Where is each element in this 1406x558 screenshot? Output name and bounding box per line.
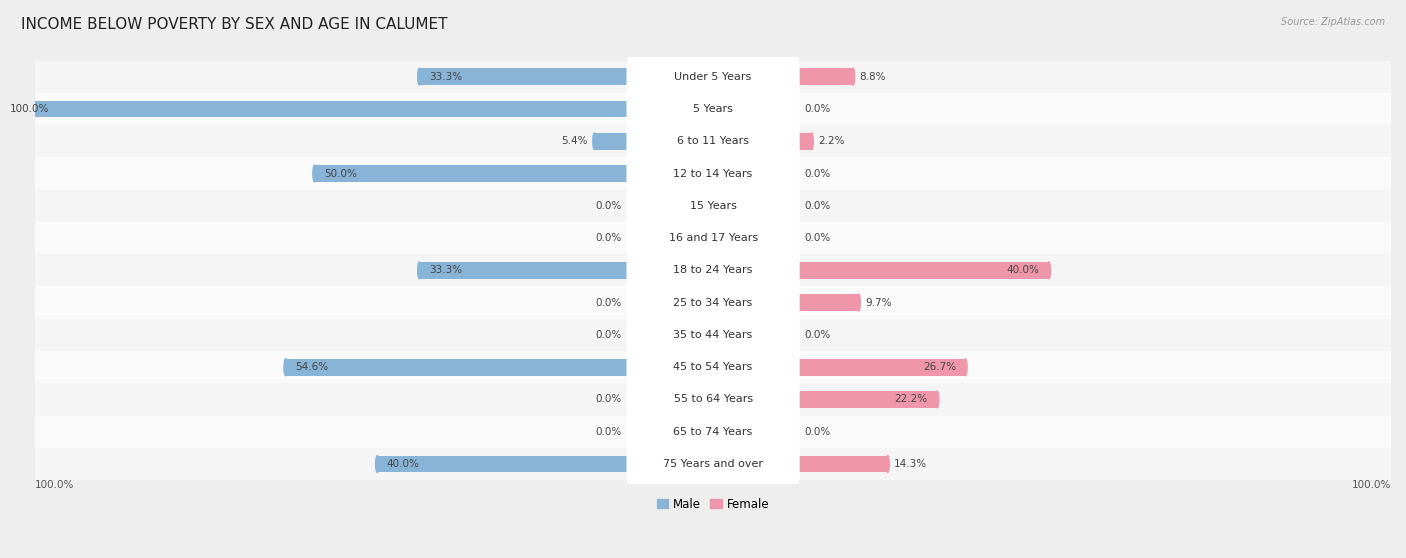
Legend: Male, Female: Male, Female [652, 493, 775, 516]
Text: 5.4%: 5.4% [561, 136, 588, 146]
Text: 6 to 11 Years: 6 to 11 Years [678, 136, 749, 146]
Bar [22, 93, 1403, 125]
Text: 0.0%: 0.0% [804, 233, 831, 243]
Text: 0.0%: 0.0% [596, 395, 621, 405]
Text: 50.0%: 50.0% [323, 169, 357, 179]
Bar [797, 391, 938, 408]
Circle shape [1047, 262, 1050, 279]
Bar [419, 262, 628, 279]
Circle shape [852, 68, 855, 85]
Circle shape [418, 68, 420, 85]
Circle shape [593, 133, 596, 150]
Text: 0.0%: 0.0% [804, 330, 831, 340]
Text: 16 and 17 Years: 16 and 17 Years [668, 233, 758, 243]
Bar [0, 100, 628, 117]
Text: 100.0%: 100.0% [10, 104, 49, 114]
Bar [22, 448, 1403, 480]
Bar [22, 125, 1403, 157]
Bar [22, 416, 1403, 448]
Text: 14.3%: 14.3% [894, 459, 927, 469]
Circle shape [810, 133, 813, 150]
Text: 40.0%: 40.0% [1007, 266, 1039, 275]
Text: 0.0%: 0.0% [804, 201, 831, 211]
Circle shape [314, 165, 316, 182]
Circle shape [935, 391, 939, 408]
Text: 22.2%: 22.2% [894, 395, 928, 405]
Circle shape [0, 100, 3, 117]
Circle shape [418, 262, 420, 279]
Bar [22, 319, 1403, 351]
FancyBboxPatch shape [627, 412, 800, 451]
Text: 100.0%: 100.0% [35, 480, 75, 490]
Text: 45 to 54 Years: 45 to 54 Years [673, 362, 752, 372]
Text: 0.0%: 0.0% [596, 330, 621, 340]
FancyBboxPatch shape [627, 348, 800, 387]
Bar [22, 254, 1403, 286]
Circle shape [963, 359, 967, 376]
Bar [797, 294, 859, 311]
Text: 33.3%: 33.3% [429, 71, 461, 81]
FancyBboxPatch shape [627, 283, 800, 323]
Circle shape [886, 456, 889, 473]
Bar [22, 190, 1403, 222]
Bar [377, 456, 628, 473]
Text: Source: ZipAtlas.com: Source: ZipAtlas.com [1281, 17, 1385, 27]
Circle shape [284, 359, 287, 376]
Bar [22, 383, 1403, 416]
Text: 12 to 14 Years: 12 to 14 Years [673, 169, 752, 179]
Text: 5 Years: 5 Years [693, 104, 733, 114]
Text: 18 to 24 Years: 18 to 24 Years [673, 266, 752, 275]
FancyBboxPatch shape [627, 444, 800, 484]
FancyBboxPatch shape [627, 315, 800, 354]
Text: 54.6%: 54.6% [295, 362, 328, 372]
FancyBboxPatch shape [627, 251, 800, 290]
Bar [419, 68, 628, 85]
Bar [22, 222, 1403, 254]
Text: 65 to 74 Years: 65 to 74 Years [673, 427, 752, 437]
FancyBboxPatch shape [627, 186, 800, 225]
Circle shape [858, 294, 860, 311]
Bar [797, 359, 966, 376]
FancyBboxPatch shape [627, 89, 800, 129]
Text: 0.0%: 0.0% [596, 297, 621, 307]
Bar [22, 286, 1403, 319]
Bar [595, 133, 628, 150]
Bar [22, 60, 1403, 93]
Bar [22, 157, 1403, 190]
FancyBboxPatch shape [627, 122, 800, 161]
Text: 2.2%: 2.2% [818, 136, 845, 146]
Text: 75 Years and over: 75 Years and over [664, 459, 763, 469]
Text: 25 to 34 Years: 25 to 34 Years [673, 297, 752, 307]
Bar [22, 351, 1403, 383]
Bar [797, 456, 887, 473]
Text: 0.0%: 0.0% [596, 201, 621, 211]
Text: Under 5 Years: Under 5 Years [675, 71, 752, 81]
FancyBboxPatch shape [627, 57, 800, 97]
Text: 0.0%: 0.0% [804, 169, 831, 179]
Bar [797, 262, 1049, 279]
Text: 0.0%: 0.0% [804, 427, 831, 437]
Text: 26.7%: 26.7% [922, 362, 956, 372]
Text: INCOME BELOW POVERTY BY SEX AND AGE IN CALUMET: INCOME BELOW POVERTY BY SEX AND AGE IN C… [21, 17, 447, 32]
Text: 55 to 64 Years: 55 to 64 Years [673, 395, 752, 405]
Bar [797, 68, 853, 85]
Text: 15 Years: 15 Years [690, 201, 737, 211]
Text: 8.8%: 8.8% [859, 71, 886, 81]
Text: 40.0%: 40.0% [387, 459, 419, 469]
Text: 0.0%: 0.0% [804, 104, 831, 114]
Circle shape [375, 456, 378, 473]
Bar [315, 165, 628, 182]
Text: 0.0%: 0.0% [596, 233, 621, 243]
FancyBboxPatch shape [627, 218, 800, 258]
FancyBboxPatch shape [627, 380, 800, 419]
Bar [797, 133, 811, 150]
Text: 9.7%: 9.7% [865, 297, 891, 307]
Text: 0.0%: 0.0% [596, 427, 621, 437]
Text: 100.0%: 100.0% [1351, 480, 1391, 490]
Text: 35 to 44 Years: 35 to 44 Years [673, 330, 752, 340]
Bar [285, 359, 628, 376]
FancyBboxPatch shape [627, 154, 800, 193]
Text: 33.3%: 33.3% [429, 266, 461, 275]
